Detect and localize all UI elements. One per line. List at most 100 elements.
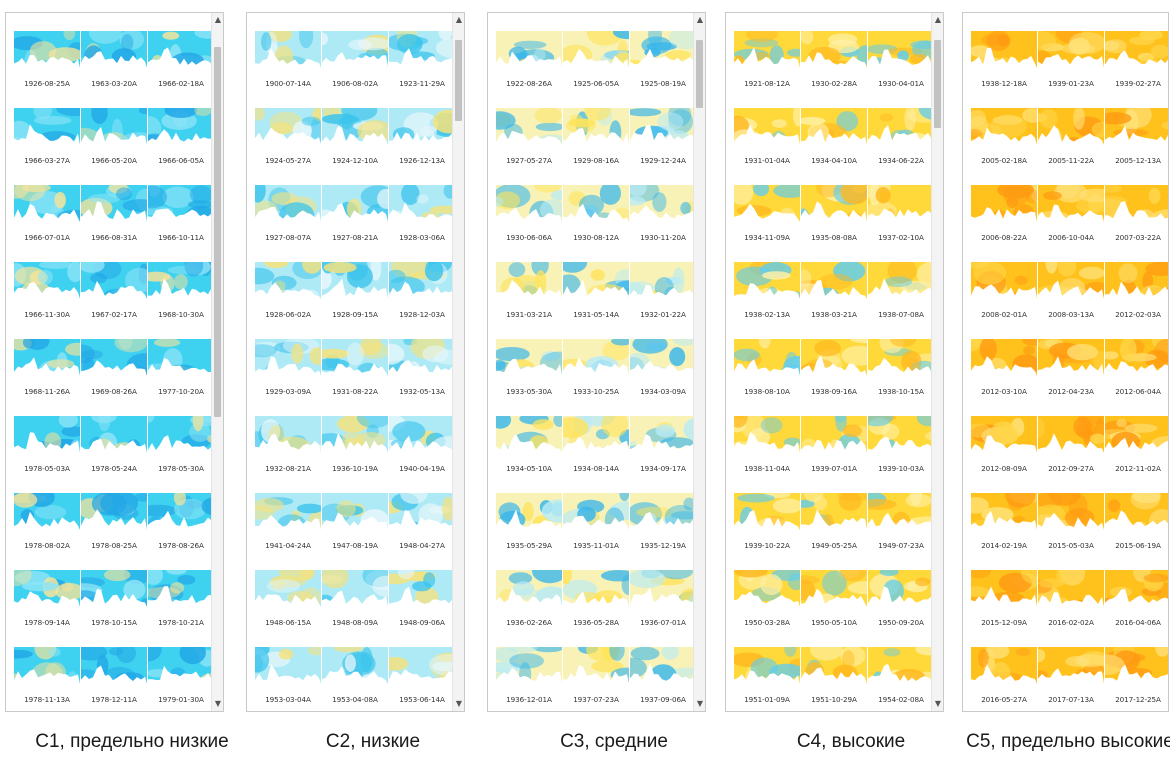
scrollbar[interactable]: ▲ ▼ xyxy=(693,13,705,711)
anomaly-map-thumbnail xyxy=(1038,108,1104,145)
anomaly-map-thumbnail xyxy=(148,416,214,453)
anomaly-map-thumbnail xyxy=(81,647,147,684)
thumbnail-date-label: 1948-04-27A xyxy=(399,541,445,550)
scroll-up-arrow-icon[interactable]: ▲ xyxy=(214,15,222,24)
thumbnail-date-label: 1924-12-10A xyxy=(332,156,378,165)
anomaly-map-thumbnail xyxy=(148,647,214,684)
thumbnail-date-label: 1938-03-21A xyxy=(811,310,857,319)
anomaly-map-thumbnail xyxy=(255,108,321,145)
thumbnail-date-label: 2012-02-03A xyxy=(1115,310,1161,319)
thumbnail-date-label: 2005-02-18A xyxy=(981,156,1027,165)
anomaly-map-thumbnail xyxy=(81,185,147,222)
thumbnail-date-label: 1931-03-21A xyxy=(506,310,552,319)
anomaly-map-thumbnail xyxy=(563,647,629,684)
anomaly-map-thumbnail xyxy=(563,570,629,607)
thumbnail-date-label: 1931-01-04A xyxy=(744,156,790,165)
anomaly-map-thumbnail xyxy=(868,493,934,530)
thumbnail-date-label: 1938-10-15A xyxy=(878,387,924,396)
anomaly-map-thumbnail xyxy=(868,108,934,145)
scroll-down-arrow-icon[interactable]: ▼ xyxy=(696,699,704,708)
anomaly-map-thumbnail xyxy=(389,108,455,145)
scrollbar[interactable]: ▲ ▼ xyxy=(452,13,464,711)
thumbnail-date-label: 1950-03-28A xyxy=(744,618,790,627)
anomaly-map-thumbnail xyxy=(148,108,214,145)
anomaly-map-thumbnail xyxy=(322,31,388,68)
anomaly-map-thumbnail xyxy=(630,185,696,222)
thumbnail-date-label: 1934-06-22A xyxy=(878,156,924,165)
anomaly-map-thumbnail xyxy=(14,339,80,376)
thumbnail-date-label: 1928-06-02A xyxy=(265,310,311,319)
thumbnail-date-label: 1978-12-11A xyxy=(91,695,137,704)
anomaly-map-thumbnail xyxy=(1038,31,1104,68)
caption-c3: С3, средние xyxy=(560,731,668,752)
thumbnail-date-label: 1966-06-05A xyxy=(158,156,204,165)
thumbnail-date-label: 1953-03-04A xyxy=(265,695,311,704)
anomaly-map-thumbnail xyxy=(971,570,1037,607)
anomaly-map-thumbnail xyxy=(630,31,696,68)
anomaly-map-thumbnail xyxy=(322,185,388,222)
panel-c3: 1922-08-26A 1925-06-05A 1925-08-19A 1927-05… xyxy=(487,12,706,712)
anomaly-map-thumbnail xyxy=(255,185,321,222)
anomaly-map-thumbnail xyxy=(14,493,80,530)
thumbnail-date-label: 2015-06-19A xyxy=(1115,541,1161,550)
thumbnail-date-label: 1948-08-09A xyxy=(332,618,378,627)
thumbnail-date-label: 1948-09-06A xyxy=(399,618,445,627)
anomaly-map-thumbnail xyxy=(801,108,867,145)
thumbnail-date-label: 1927-05-27A xyxy=(506,156,552,165)
anomaly-map-thumbnail xyxy=(563,339,629,376)
anomaly-map-thumbnail xyxy=(148,339,214,376)
thumbnail-date-label: 1977-10-20A xyxy=(158,387,204,396)
anomaly-map-thumbnail xyxy=(971,339,1037,376)
anomaly-map-thumbnail xyxy=(389,647,455,684)
scrollbar[interactable]: ▲ ▼ xyxy=(931,13,943,711)
scrollbar[interactable]: ▲ ▼ xyxy=(211,13,223,711)
anomaly-map-thumbnail xyxy=(496,493,562,530)
thumbnail-date-label: 1954-02-08A xyxy=(878,695,924,704)
anomaly-map-thumbnail xyxy=(734,493,800,530)
scrollbar-thumb[interactable] xyxy=(214,47,221,417)
thumbnail-date-label: 1929-08-16A xyxy=(573,156,619,165)
anomaly-map-thumbnail xyxy=(14,31,80,68)
scrollbar-thumb[interactable] xyxy=(696,40,703,108)
scroll-up-arrow-icon[interactable]: ▲ xyxy=(934,15,942,24)
thumbnail-date-label: 1928-03-06A xyxy=(399,233,445,242)
anomaly-map-thumbnail xyxy=(868,647,934,684)
scroll-down-arrow-icon[interactable]: ▼ xyxy=(934,699,942,708)
thumbnail-date-label: 1930-02-28A xyxy=(811,79,857,88)
anomaly-map-thumbnail xyxy=(322,647,388,684)
thumbnail-date-label: 1950-05-10A xyxy=(811,618,857,627)
anomaly-map-thumbnail xyxy=(496,339,562,376)
thumbnail-date-label: 1935-12-19A xyxy=(640,541,686,550)
anomaly-map-thumbnail xyxy=(496,647,562,684)
anomaly-map-thumbnail xyxy=(81,416,147,453)
thumbnail-date-label: 1934-09-17A xyxy=(640,464,686,473)
thumbnail-date-label: 1966-02-18A xyxy=(158,79,204,88)
anomaly-map-thumbnail xyxy=(1038,493,1104,530)
thumbnail-date-label: 1939-10-22A xyxy=(744,541,790,550)
anomaly-map-thumbnail xyxy=(801,416,867,453)
thumbnail-date-label: 1938-12-18A xyxy=(981,79,1027,88)
anomaly-map-thumbnail xyxy=(868,262,934,299)
scroll-down-arrow-icon[interactable]: ▼ xyxy=(455,699,463,708)
thumbnail-date-label: 1934-08-14A xyxy=(573,464,619,473)
anomaly-map-thumbnail xyxy=(322,262,388,299)
thumbnail-date-label: 1933-10-25A xyxy=(573,387,619,396)
anomaly-map-thumbnail xyxy=(801,339,867,376)
anomaly-map-thumbnail xyxy=(1038,570,1104,607)
anomaly-map-thumbnail xyxy=(734,185,800,222)
anomaly-map-thumbnail xyxy=(1105,416,1168,453)
thumbnail-date-label: 2005-11-22A xyxy=(1048,156,1094,165)
thumbnail-date-label: 2014-02-19A xyxy=(981,541,1027,550)
anomaly-map-thumbnail xyxy=(389,339,455,376)
anomaly-map-thumbnail xyxy=(14,647,80,684)
scroll-down-arrow-icon[interactable]: ▼ xyxy=(214,699,222,708)
thumbnail-date-label: 1978-08-25A xyxy=(91,541,137,550)
scroll-up-arrow-icon[interactable]: ▲ xyxy=(455,15,463,24)
thumbnail-date-label: 2016-02-02A xyxy=(1048,618,1094,627)
thumbnail-date-label: 1978-08-26A xyxy=(158,541,204,550)
thumbnail-date-label: 1947-08-19A xyxy=(332,541,378,550)
scrollbar-thumb[interactable] xyxy=(934,40,941,128)
scrollbar-thumb[interactable] xyxy=(455,40,462,122)
scroll-up-arrow-icon[interactable]: ▲ xyxy=(696,15,704,24)
thumbnail-date-label: 1932-08-21A xyxy=(265,464,311,473)
